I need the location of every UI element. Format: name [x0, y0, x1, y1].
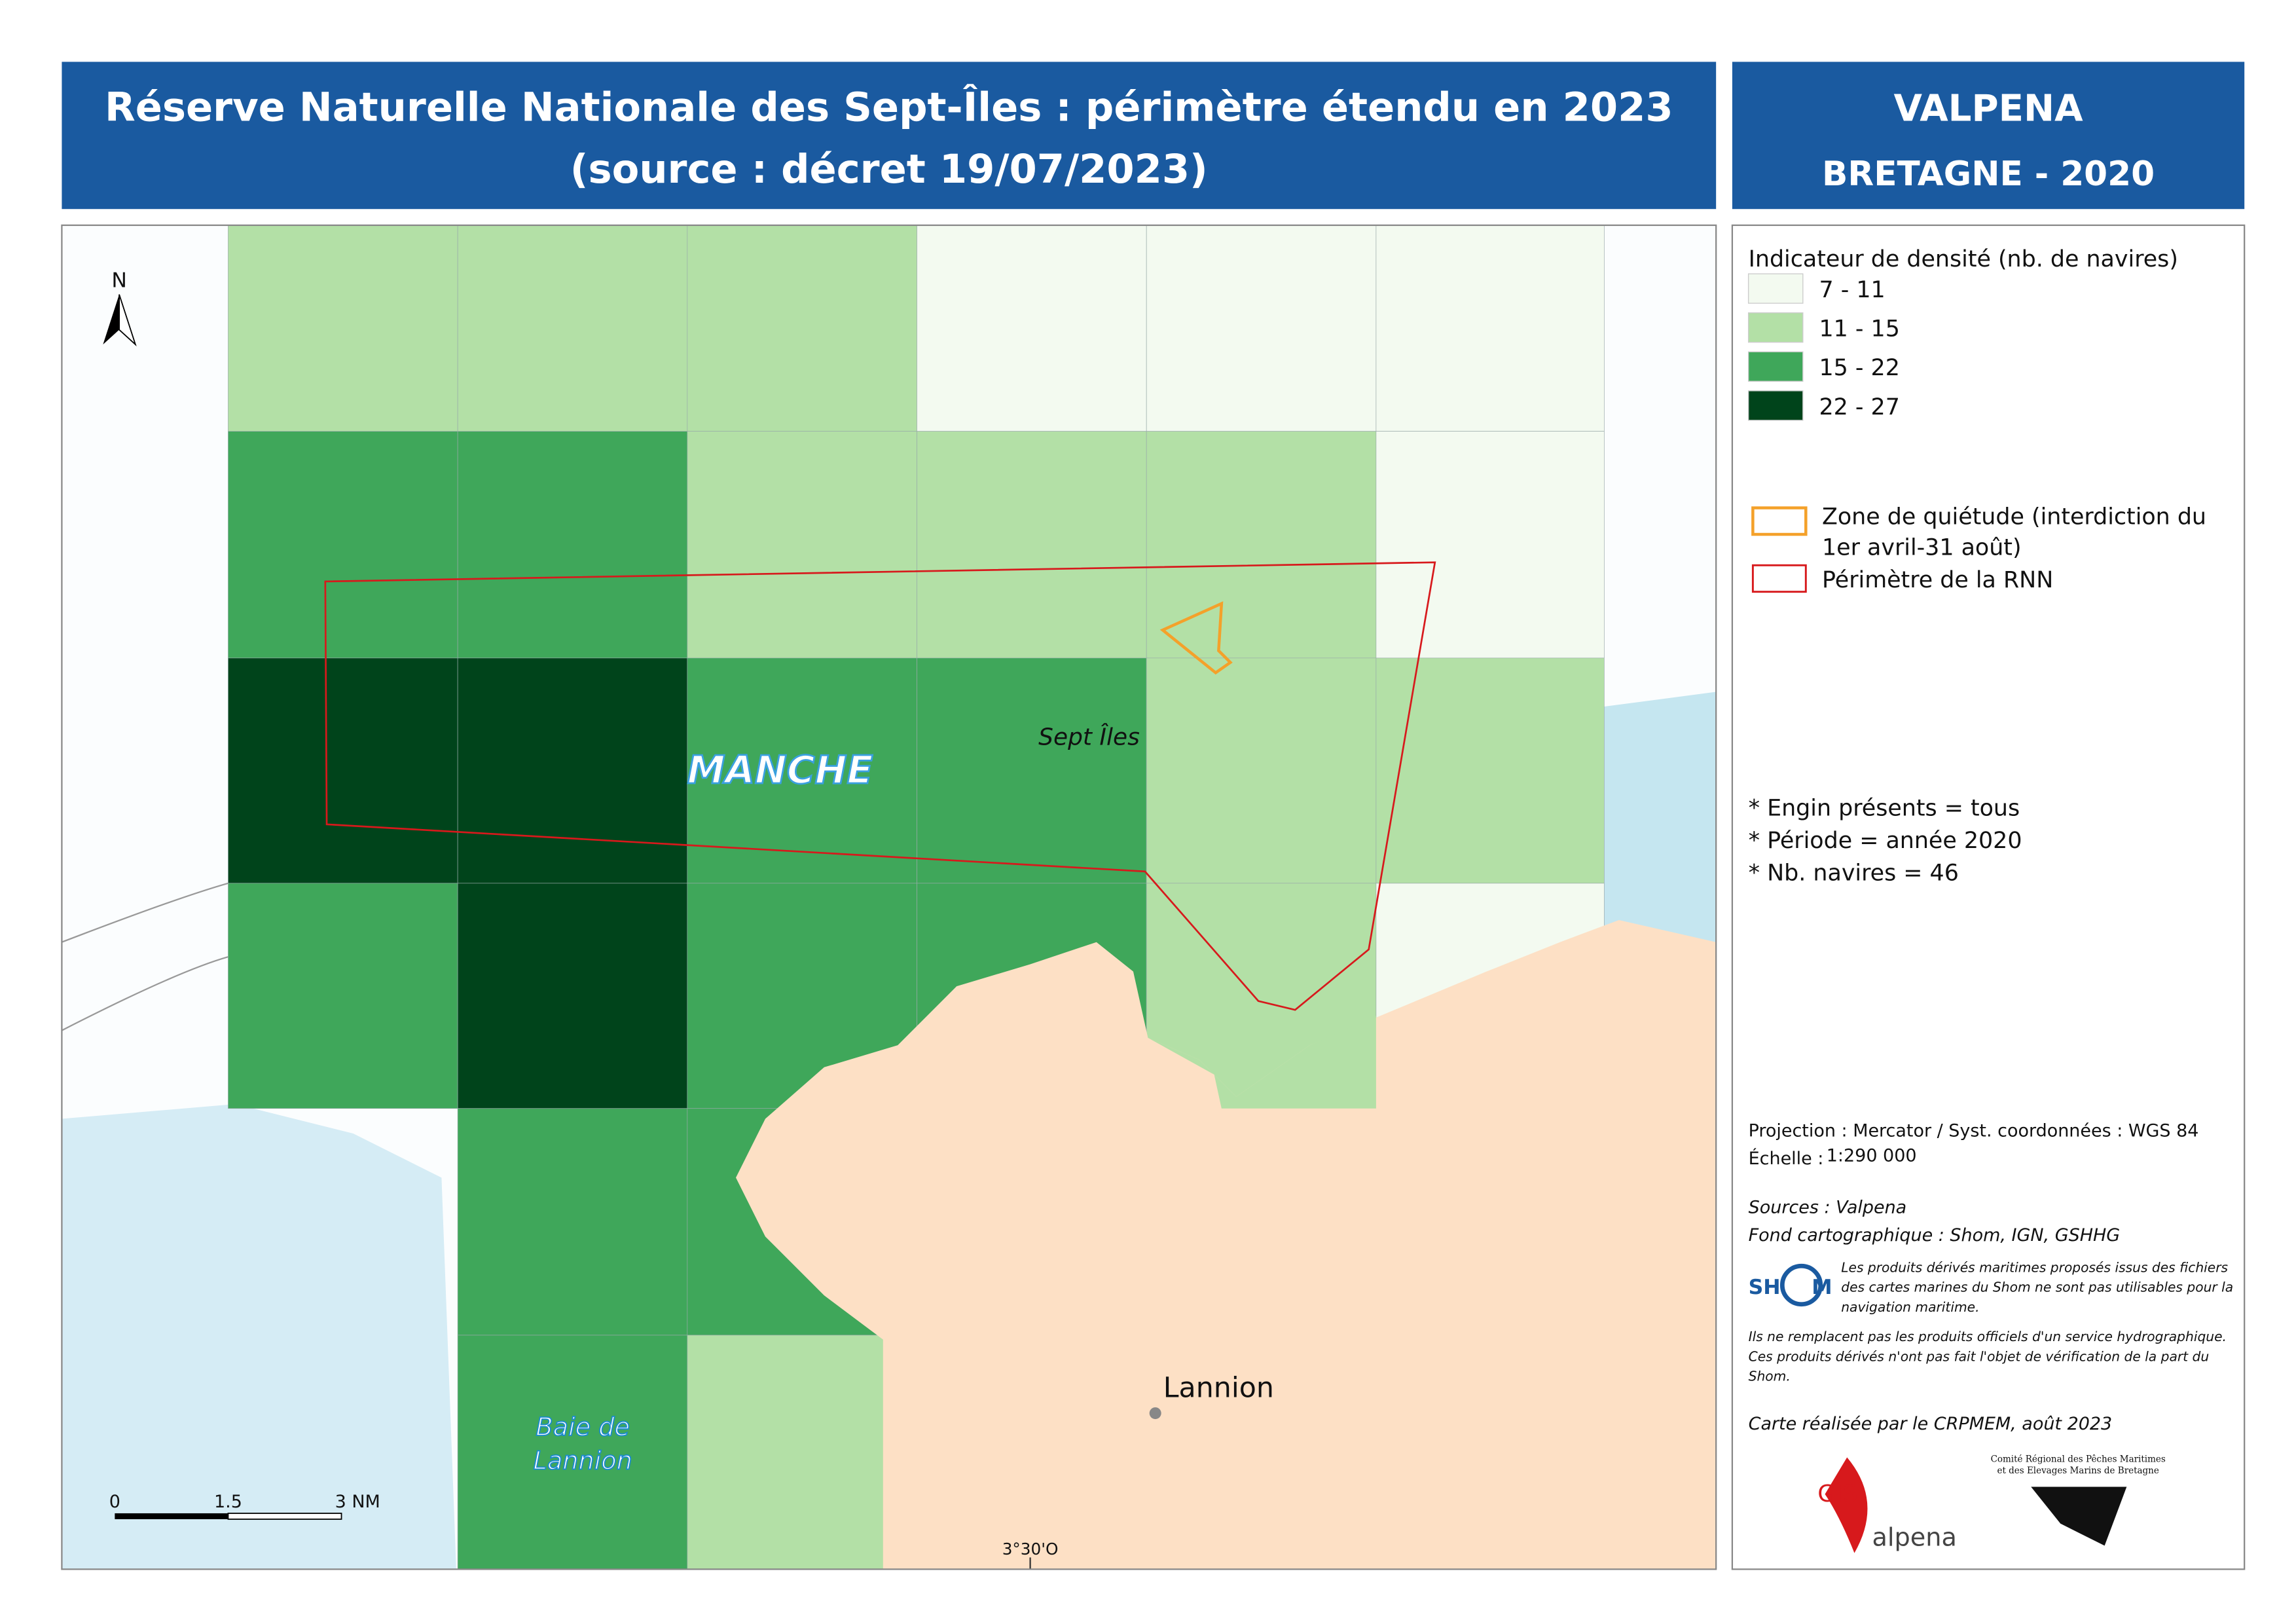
density-cell: [1376, 225, 1605, 432]
scale-label: 0: [109, 1492, 120, 1512]
note: * Période = année 2020: [1749, 828, 2022, 854]
gis-logo: [1825, 1457, 1868, 1553]
north-arrow: [103, 294, 120, 345]
bay-label: Lannion: [534, 1447, 632, 1476]
info: Fond cartographique : Shom, IGN, GSHHG: [1749, 1225, 2121, 1246]
legend-title: Indicateur de densité (nb. de navires): [1749, 246, 2178, 272]
depth-contour: [62, 956, 228, 1031]
density-cell-overlay: [1148, 1016, 1376, 1109]
density-cell: [457, 1108, 688, 1336]
legend-label: 15 - 22: [1819, 355, 1900, 381]
title: Réserve Naturelle Nationale des Sept-Île…: [105, 83, 1673, 130]
legend-panel: [1731, 224, 2246, 1570]
shallow-water: [1604, 692, 1717, 972]
shom-note: Les produits dérivés maritimes proposés …: [1841, 1259, 2228, 1275]
legend-label: Périmètre de la RNN: [1822, 567, 2053, 593]
density-cell: [1376, 657, 1605, 884]
legend-label: 11 - 15: [1819, 316, 1900, 342]
bay-label: Baie de: [536, 1413, 630, 1442]
legend-label: 7 - 11: [1819, 277, 1886, 303]
legend-swatch: [1747, 273, 1804, 304]
legend-label: 1er avril-31 août): [1822, 534, 2022, 561]
rnn-perimeter: [324, 561, 1436, 1011]
scale-label: 3 NM: [335, 1492, 380, 1512]
logo-text: GIS: [1817, 1481, 1857, 1507]
note: * Nb. navires = 46: [1749, 860, 1959, 886]
island-label: Sept Îles: [1038, 723, 1140, 750]
scale-label: 1.5: [214, 1492, 242, 1512]
header-right: BRETAGNE - 2020: [1822, 155, 2155, 194]
disclaimer: Ils ne remplacent pas les produits offic…: [1749, 1329, 2227, 1344]
density-cell: [228, 883, 458, 1109]
disclaimer: Shom.: [1749, 1369, 1791, 1384]
legend-label: 22 - 27: [1819, 394, 1900, 420]
info: Échelle :: [1749, 1148, 1824, 1169]
legend-swatch: [1747, 351, 1804, 382]
quiet-zone: [1159, 601, 1233, 675]
density-cell: [1146, 225, 1377, 432]
density-cell: [687, 225, 917, 432]
density-cell: [917, 431, 1147, 659]
density-cell: [457, 225, 688, 432]
density-cell: [228, 657, 458, 884]
logo-text: M: [1812, 1276, 1832, 1299]
disclaimer: Ces produits dérivés n'ont pas fait l'ob…: [1749, 1348, 2210, 1364]
legend-swatch: [1747, 390, 1804, 421]
land: [735, 919, 1717, 1570]
scale-bar: [115, 1513, 228, 1519]
title: (source : décret 19/07/2023): [570, 147, 1208, 193]
info: Projection : Mercator / Syst. coordonnée…: [1749, 1120, 2199, 1141]
density-cell: [917, 225, 1147, 432]
header-band: [1732, 62, 2245, 210]
density-cell: [1146, 431, 1377, 659]
credit: Carte réalisée par le CRPMEM, août 2023: [1749, 1414, 2113, 1434]
logo-text: Comité Régional des Pêches Maritimes: [1991, 1454, 2166, 1464]
density-cell: [228, 225, 458, 432]
town-dot: [1149, 1407, 1161, 1420]
shom-logo: [1779, 1263, 1823, 1307]
legend-label: Zone de quiétude (interdiction du: [1822, 504, 2206, 530]
info: 1:290 000: [1827, 1146, 1917, 1166]
density-cell: [457, 883, 688, 1109]
density-cell: [457, 657, 688, 884]
title-band: [62, 62, 1717, 210]
note: * Engin présents = tous: [1749, 795, 2020, 821]
sea-label: MANCHE: [687, 748, 873, 792]
town-label: Lannion: [1163, 1371, 1274, 1404]
density-cell: [687, 431, 917, 659]
logo-text: alpena: [1872, 1523, 1956, 1552]
scale-bar: [227, 1513, 342, 1520]
shom-note: des cartes marines du Shom ne sont pas u…: [1841, 1280, 2233, 1295]
density-cell: [1146, 657, 1377, 884]
density-cell: [1376, 431, 1605, 659]
depth-contour: [62, 882, 228, 943]
logo-text: et des Elevages Marins de Bretagne: [1997, 1466, 2159, 1476]
north-label: N: [111, 268, 127, 292]
density-cell: [687, 1335, 917, 1570]
shallow-water: [62, 1103, 456, 1570]
comite-logo: [2031, 1486, 2127, 1546]
logo-text: SH: [1749, 1276, 1781, 1299]
legend-swatch: [1751, 506, 1808, 536]
north-arrow: [118, 294, 137, 346]
map-frame: [61, 224, 1717, 1570]
header-right: VALPENA: [1894, 87, 2084, 130]
density-cell: [687, 657, 917, 884]
density-cell: [917, 657, 1147, 884]
density-cell: [228, 431, 458, 659]
legend-swatch: [1751, 564, 1807, 593]
density-cell: [457, 431, 688, 659]
density-cell: [457, 1335, 688, 1570]
shom-note: navigation maritime.: [1841, 1299, 1979, 1315]
info: Sources : Valpena: [1749, 1197, 1907, 1217]
longitude-label: 3°30'O: [1002, 1540, 1059, 1559]
legend-swatch: [1747, 312, 1804, 343]
